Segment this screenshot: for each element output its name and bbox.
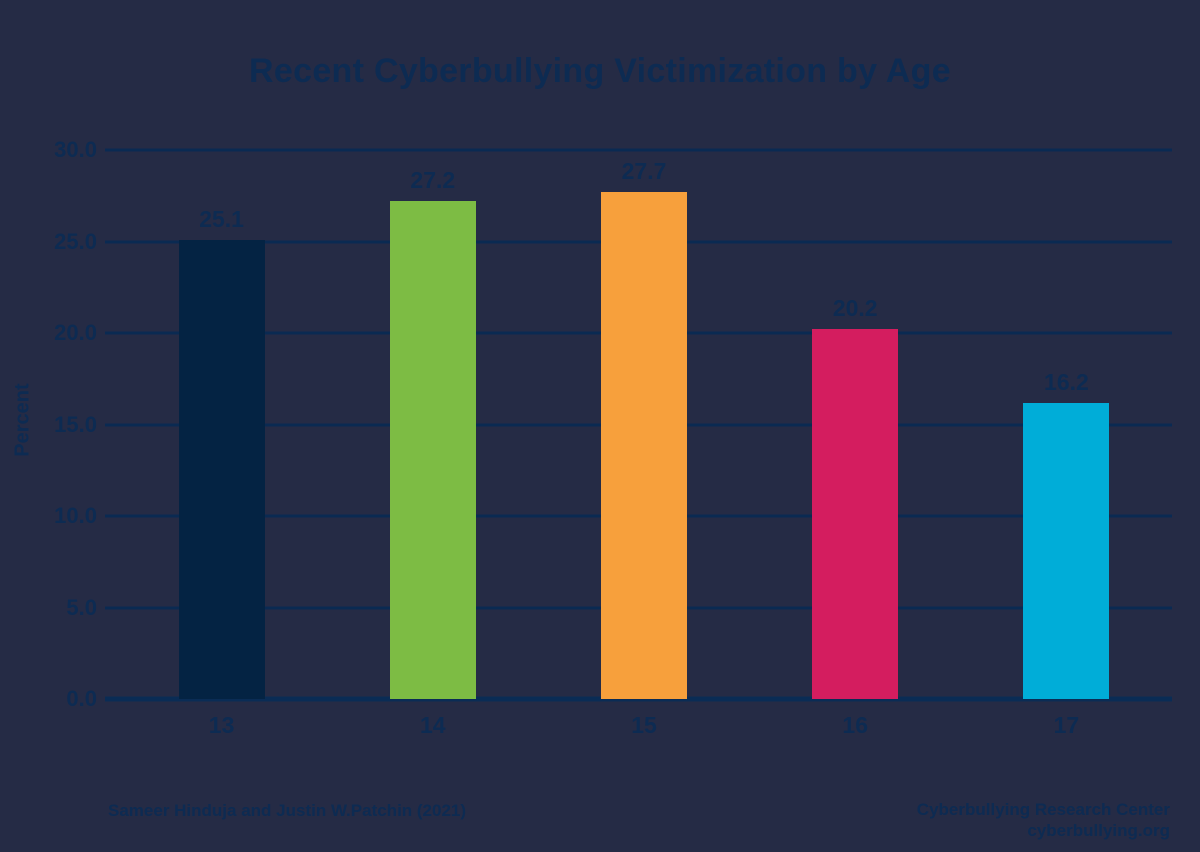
y-tick-label-0.0: 0.0: [66, 686, 97, 711]
bar-value-label: 16.2: [1044, 368, 1089, 395]
x-tick-label: 13: [208, 712, 235, 738]
bar-value-label: 25.1: [199, 205, 244, 232]
bar-age-13: 25.1 13: [178, 206, 265, 738]
gridline-30.0: [105, 148, 1172, 152]
bars-layer: 25.1 13 27.2 14 27.7 15 20.2 16 16.2 17: [116, 150, 1172, 738]
bar-slot-age-17: 16.2 17: [961, 150, 1172, 738]
y-tick-label-10.0: 10.0: [54, 503, 97, 528]
bar-value-label: 27.2: [410, 167, 456, 194]
bar-slot-age-13: 25.1 13: [116, 150, 327, 738]
bar-age-17: 16.2 17: [1023, 369, 1110, 738]
source-attribution: Sameer Hinduja and Justin W.Patchin (202…: [108, 801, 467, 820]
bar-value-label: 27.7: [621, 158, 667, 185]
y-tick-label-5.0: 5.0: [66, 594, 97, 620]
bar-slot-age-16: 20.2 16: [750, 150, 961, 738]
y-tick-label-30.0: 30.0: [54, 137, 97, 162]
x-tick-label: 17: [1053, 712, 1080, 738]
y-tick-labels: 0.0 5.0 10.0 15.0 20.0 25.0 30.0: [0, 137, 97, 711]
bar-age-15: 27.7 15: [601, 158, 687, 738]
bar-value-label: 20.2: [832, 295, 878, 322]
x-tick-label: 16: [842, 712, 868, 738]
bar-slot-age-14: 27.2 14: [327, 150, 538, 738]
x-tick-label: 14: [420, 712, 446, 738]
chart-title: Recent Cyberbullying Victimization by Ag…: [249, 52, 951, 90]
bar-age-14: 27.2 14: [389, 167, 476, 738]
x-axis-line: [105, 696, 1172, 702]
org-name: Cyberbullying Research Center: [916, 800, 1170, 819]
org-url: cyberbullying.org: [1027, 821, 1170, 840]
bar-slot-age-15: 27.7 15: [538, 150, 749, 738]
y-tick-label-25.0: 25.0: [54, 228, 97, 254]
plot-area: 25.1 13 27.2 14 27.7 15 20.2 16 16.2 17: [105, 148, 1172, 738]
y-tick-label-20.0: 20.0: [54, 320, 97, 345]
org-attribution: Cyberbullying Research Center cyberbully…: [917, 799, 1170, 841]
x-tick-label: 15: [631, 712, 657, 738]
y-tick-label-15.0: 15.0: [54, 411, 97, 437]
bar-age-16: 20.2 16: [812, 295, 899, 738]
